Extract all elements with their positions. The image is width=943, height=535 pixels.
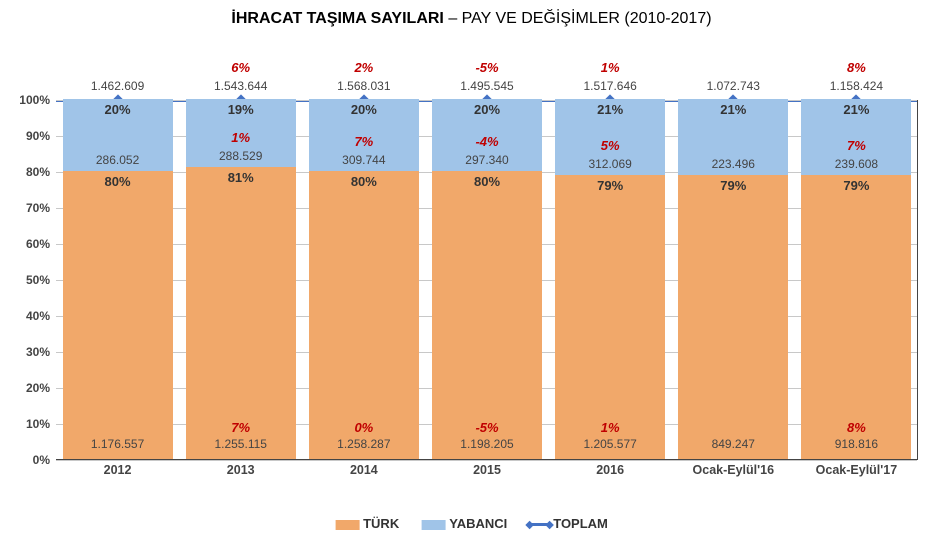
legend: TÜRK YABANCI TOPLAM <box>335 516 608 531</box>
turk-value-label: 1.198.205 <box>432 437 542 451</box>
legend-yabanci: YABANCI <box>421 516 507 531</box>
turk-delta-label: 7% <box>186 420 296 435</box>
yabanci-value-label: 239.608 <box>801 157 911 171</box>
turk-delta-label: 1% <box>555 420 665 435</box>
legend-toplam: TOPLAM <box>529 516 608 531</box>
turk-pct-label: 80% <box>63 174 173 189</box>
y-axis-label: 50% <box>14 273 50 287</box>
y-axis-label: 70% <box>14 201 50 215</box>
x-axis-label: Ocak-Eylül'16 <box>693 463 775 477</box>
turk-pct-label: 81% <box>186 170 296 185</box>
toplam-value-label: 1.568.031 <box>309 79 419 93</box>
toplam-delta-label: 1% <box>555 60 665 75</box>
yabanci-delta-label: 7% <box>801 138 911 153</box>
y-axis-label: 80% <box>14 165 50 179</box>
bar-segment-turk <box>555 175 665 459</box>
x-axis-label: 2013 <box>227 463 255 477</box>
swatch-yabanci <box>421 520 445 530</box>
y-axis-label: 10% <box>14 417 50 431</box>
yabanci-delta-label: 1% <box>186 130 296 145</box>
x-axis-label: 2016 <box>596 463 624 477</box>
chart-title: İHRACAT TAŞIMA SAYILARI – PAY VE DEĞİŞİM… <box>0 0 943 28</box>
yabanci-pct-label: 20% <box>63 102 173 117</box>
y-axis-label: 20% <box>14 381 50 395</box>
turk-value-label: 1.255.115 <box>186 437 296 451</box>
toplam-delta-label: 6% <box>186 60 296 75</box>
turk-value-label: 1.258.287 <box>309 437 419 451</box>
yabanci-delta-label: 7% <box>309 134 419 149</box>
y-axis-label: 40% <box>14 309 50 323</box>
turk-pct-label: 80% <box>432 174 542 189</box>
x-axis-label: 2014 <box>350 463 378 477</box>
turk-delta-label: 8% <box>801 420 911 435</box>
toplam-value-label: 1.495.545 <box>432 79 542 93</box>
title-rest: – PAY VE DEĞİŞİMLER (2010-2017) <box>444 10 712 27</box>
y-axis-label: 0% <box>14 453 50 467</box>
turk-pct-label: 79% <box>555 178 665 193</box>
turk-delta-label: -5% <box>432 420 542 435</box>
title-bold: İHRACAT TAŞIMA SAYILARI <box>231 10 443 27</box>
x-axis-label: Ocak-Eylül'17 <box>816 463 898 477</box>
x-axis-label: 2015 <box>473 463 501 477</box>
legend-turk: TÜRK <box>335 516 399 531</box>
yabanci-value-label: 297.340 <box>432 153 542 167</box>
yabanci-pct-label: 20% <box>309 102 419 117</box>
turk-pct-label: 80% <box>309 174 419 189</box>
turk-value-label: 1.205.577 <box>555 437 665 451</box>
yabanci-pct-label: 19% <box>186 102 296 117</box>
bar-segment-turk <box>432 171 542 459</box>
yabanci-pct-label: 20% <box>432 102 542 117</box>
turk-pct-label: 79% <box>678 178 788 193</box>
grid-line <box>56 460 917 461</box>
yabanci-value-label: 286.052 <box>63 153 173 167</box>
toplam-delta-label: -5% <box>432 60 542 75</box>
bar-segment-turk <box>678 175 788 459</box>
turk-delta-label: 0% <box>309 420 419 435</box>
turk-pct-label: 79% <box>801 178 911 193</box>
bar-segment-turk <box>309 171 419 459</box>
yabanci-pct-label: 21% <box>801 102 911 117</box>
turk-value-label: 918.816 <box>801 437 911 451</box>
yabanci-delta-label: -4% <box>432 134 542 149</box>
x-axis-label: 2012 <box>104 463 132 477</box>
toplam-delta-label: 2% <box>309 60 419 75</box>
yabanci-value-label: 288.529 <box>186 149 296 163</box>
toplam-value-label: 1.158.424 <box>801 79 911 93</box>
bar-segment-turk <box>186 167 296 459</box>
yabanci-pct-label: 21% <box>678 102 788 117</box>
yabanci-pct-label: 21% <box>555 102 665 117</box>
swatch-turk <box>335 520 359 530</box>
yabanci-value-label: 312.069 <box>555 157 665 171</box>
toplam-delta-label: 8% <box>801 60 911 75</box>
y-axis-label: 90% <box>14 129 50 143</box>
y-axis-label: 100% <box>14 93 50 107</box>
bar-segment-turk <box>801 175 911 459</box>
toplam-value-label: 1.517.646 <box>555 79 665 93</box>
yabanci-value-label: 309.744 <box>309 153 419 167</box>
turk-value-label: 1.176.557 <box>63 437 173 451</box>
bar-segment-turk <box>63 171 173 459</box>
toplam-value-label: 1.462.609 <box>63 79 173 93</box>
turk-value-label: 849.247 <box>678 437 788 451</box>
toplam-value-label: 1.543.644 <box>186 79 296 93</box>
toplam-value-label: 1.072.743 <box>678 79 788 93</box>
yabanci-delta-label: 5% <box>555 138 665 153</box>
y-axis-label: 30% <box>14 345 50 359</box>
chart-plot-area: 0%10%20%30%40%50%60%70%80%90%100%80%1.17… <box>56 100 918 460</box>
yabanci-value-label: 223.496 <box>678 157 788 171</box>
swatch-toplam <box>529 523 549 526</box>
y-axis-label: 60% <box>14 237 50 251</box>
